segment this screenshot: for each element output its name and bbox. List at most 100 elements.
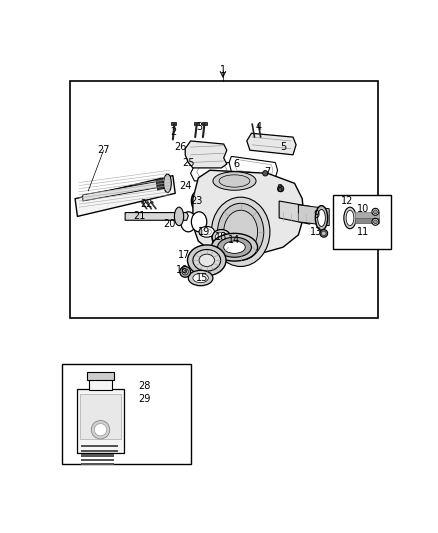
Text: 24: 24 <box>179 181 191 191</box>
Ellipse shape <box>315 206 328 230</box>
Ellipse shape <box>180 212 196 232</box>
Text: 2: 2 <box>170 127 176 137</box>
Text: 15: 15 <box>196 273 208 283</box>
Text: 18: 18 <box>215 232 227 242</box>
Ellipse shape <box>212 233 258 261</box>
Bar <box>81 459 113 461</box>
Bar <box>81 454 113 457</box>
Circle shape <box>372 219 379 225</box>
Text: 22: 22 <box>141 199 153 209</box>
Bar <box>89 378 112 391</box>
Ellipse shape <box>344 207 356 229</box>
Circle shape <box>146 201 148 204</box>
Circle shape <box>182 269 188 275</box>
Text: 16: 16 <box>176 265 188 276</box>
Bar <box>194 122 199 125</box>
Text: 25: 25 <box>182 158 194 167</box>
Ellipse shape <box>224 210 258 253</box>
Bar <box>355 218 379 223</box>
Ellipse shape <box>215 232 228 242</box>
Ellipse shape <box>191 192 202 210</box>
Text: 12: 12 <box>341 196 353 206</box>
Polygon shape <box>191 163 233 181</box>
Ellipse shape <box>174 207 184 225</box>
Circle shape <box>321 231 326 236</box>
Bar <box>70 81 378 318</box>
Polygon shape <box>83 181 160 201</box>
Bar <box>81 463 113 465</box>
Bar <box>170 122 176 125</box>
Bar <box>80 393 121 439</box>
Text: 26: 26 <box>174 142 187 152</box>
Text: 11: 11 <box>357 227 369 237</box>
Text: 28: 28 <box>138 381 151 391</box>
Text: 5: 5 <box>281 142 287 152</box>
Text: 29: 29 <box>138 394 151 404</box>
Circle shape <box>374 220 377 224</box>
Text: 17: 17 <box>177 250 190 260</box>
Text: 10: 10 <box>357 204 369 214</box>
Circle shape <box>278 185 284 192</box>
Ellipse shape <box>202 229 212 235</box>
Text: 3: 3 <box>196 122 202 132</box>
Bar <box>333 195 391 249</box>
Ellipse shape <box>213 172 256 190</box>
Circle shape <box>94 424 107 436</box>
Ellipse shape <box>224 241 245 253</box>
Ellipse shape <box>346 210 354 225</box>
Ellipse shape <box>212 197 270 266</box>
Ellipse shape <box>191 212 207 232</box>
Polygon shape <box>75 175 175 216</box>
Ellipse shape <box>218 203 264 260</box>
Polygon shape <box>279 201 310 224</box>
Bar <box>87 372 114 379</box>
Polygon shape <box>156 178 164 190</box>
Polygon shape <box>193 170 304 255</box>
Text: 21: 21 <box>133 212 145 221</box>
Circle shape <box>374 210 377 214</box>
Bar <box>355 212 379 218</box>
Circle shape <box>180 266 191 277</box>
Bar <box>78 389 124 453</box>
Ellipse shape <box>198 208 205 219</box>
Ellipse shape <box>218 237 251 257</box>
Text: 27: 27 <box>97 145 110 155</box>
Circle shape <box>184 270 187 273</box>
Text: 1: 1 <box>220 65 226 75</box>
Ellipse shape <box>193 273 208 282</box>
Text: 4: 4 <box>256 122 262 132</box>
Text: 13: 13 <box>310 227 322 237</box>
Bar <box>81 450 118 452</box>
Ellipse shape <box>164 174 171 192</box>
Text: 20: 20 <box>164 219 176 229</box>
Circle shape <box>91 421 110 439</box>
Text: 8: 8 <box>276 184 282 195</box>
Ellipse shape <box>188 270 213 286</box>
Ellipse shape <box>219 175 250 187</box>
Polygon shape <box>234 159 273 175</box>
Ellipse shape <box>193 195 201 207</box>
Bar <box>81 445 118 447</box>
Bar <box>202 122 207 125</box>
Bar <box>62 364 191 464</box>
Text: 23: 23 <box>190 196 202 206</box>
Ellipse shape <box>212 230 231 245</box>
Circle shape <box>320 230 328 237</box>
Text: 9: 9 <box>313 210 319 220</box>
Polygon shape <box>247 133 296 155</box>
Ellipse shape <box>195 206 208 221</box>
Ellipse shape <box>199 227 215 237</box>
Text: 19: 19 <box>198 227 210 237</box>
Text: 14: 14 <box>228 235 240 245</box>
Polygon shape <box>298 205 329 225</box>
Polygon shape <box>197 164 227 177</box>
Polygon shape <box>185 141 227 168</box>
Ellipse shape <box>199 254 215 266</box>
Polygon shape <box>229 156 278 178</box>
Ellipse shape <box>193 249 221 271</box>
Ellipse shape <box>318 209 325 227</box>
Circle shape <box>151 201 153 204</box>
Text: 6: 6 <box>233 159 239 169</box>
Polygon shape <box>125 213 188 220</box>
Circle shape <box>142 201 144 204</box>
